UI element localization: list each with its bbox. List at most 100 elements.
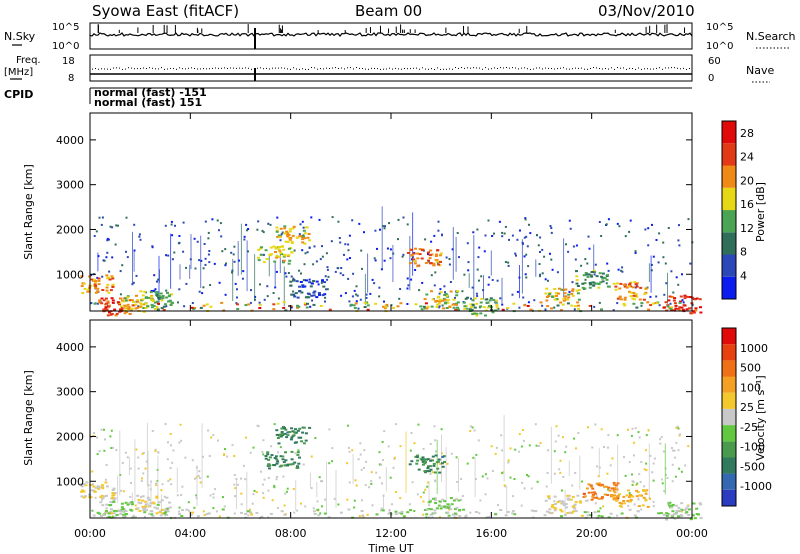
echo-streak <box>392 245 394 283</box>
echo-cell <box>114 243 117 246</box>
nave-dot <box>293 67 294 69</box>
echo-cell <box>530 487 533 490</box>
nave-dot <box>653 68 654 70</box>
nave-dot <box>452 68 453 70</box>
echo-cell <box>621 270 624 273</box>
echo-cell <box>132 514 135 517</box>
x-tick-label: 04:00 <box>174 527 206 540</box>
echo-cell <box>575 275 579 278</box>
echo-cell <box>134 307 138 310</box>
echo-cell <box>535 444 538 447</box>
echo-cell <box>592 284 596 287</box>
echo-cell <box>289 280 293 283</box>
echo-cell <box>324 275 327 278</box>
echo-cell <box>105 464 108 466</box>
echo-cell <box>588 281 592 284</box>
echo-cell <box>537 244 540 247</box>
echo-cell <box>325 252 328 255</box>
echo-cell <box>443 505 447 508</box>
echo-cell <box>355 484 358 487</box>
echo-cell <box>407 284 410 287</box>
echo-cell <box>282 259 286 262</box>
echo-cell <box>511 510 515 513</box>
echo-cell <box>97 255 100 258</box>
x-tick-label: 16:00 <box>475 527 507 540</box>
echo-cell <box>687 508 691 511</box>
echo-cell <box>142 307 146 309</box>
echo-cell <box>671 510 675 513</box>
echo-cell <box>501 472 504 475</box>
echo-streak <box>147 450 149 509</box>
echo-cell <box>348 450 351 453</box>
echo-cell <box>694 307 698 310</box>
echo-cell <box>448 258 451 260</box>
echo-cell <box>434 499 438 502</box>
echo-cell <box>576 494 580 497</box>
nave-dot <box>470 67 471 69</box>
echo-cell <box>154 308 157 311</box>
echo-cell <box>194 267 197 270</box>
echo-cell <box>117 224 119 227</box>
echo-cell <box>659 442 662 445</box>
nave-dot <box>134 68 135 70</box>
echo-cell <box>629 281 633 284</box>
echo-cell <box>691 310 695 313</box>
echo-cell <box>218 229 220 232</box>
echo-cell <box>605 485 609 488</box>
echo-cell <box>562 289 566 291</box>
echo-cell <box>102 514 105 516</box>
echo-cell <box>550 258 553 261</box>
nave-dot <box>209 68 210 70</box>
echo-cell <box>234 487 237 490</box>
echo-cell <box>295 467 299 469</box>
echo-cell <box>127 306 131 309</box>
echo-cell <box>285 436 289 439</box>
echo-cell <box>612 490 615 493</box>
echo-cell <box>242 270 245 273</box>
echo-cell <box>429 468 433 471</box>
echo-cell <box>687 218 690 221</box>
echo-cell <box>608 489 612 492</box>
echo-cell <box>167 300 170 303</box>
echo-cell <box>586 514 590 517</box>
echo-cell <box>325 288 328 291</box>
nave-dot <box>206 68 207 70</box>
echo-streak <box>236 478 237 509</box>
echo-cell <box>667 299 671 302</box>
nave-dot <box>338 68 339 69</box>
echo-cell <box>448 306 452 308</box>
echo-cell <box>629 219 632 222</box>
echo-cell <box>592 496 596 499</box>
echo-cell <box>595 282 598 285</box>
echo-cell <box>130 307 134 310</box>
echo-cell <box>563 292 567 295</box>
echo-cell <box>105 494 108 497</box>
echo-cell <box>570 292 574 295</box>
echo-cell <box>154 450 157 453</box>
echo-cell <box>197 474 200 477</box>
echo-cell <box>650 269 653 272</box>
echo-cell <box>651 302 655 305</box>
cpid-line-2: normal (fast) 151 <box>94 96 202 109</box>
nave-dot <box>623 67 624 69</box>
echo-cell <box>157 278 160 281</box>
echo-cell <box>583 511 587 514</box>
echo-cell <box>631 480 634 483</box>
echo-cell <box>102 495 106 498</box>
echo-cell <box>107 291 111 294</box>
echo-cell <box>495 304 499 307</box>
echo-cell <box>680 306 684 309</box>
nave-dot <box>395 67 396 69</box>
echo-cell <box>575 447 577 450</box>
echo-cell <box>615 499 619 502</box>
echo-cell <box>98 512 102 515</box>
echo-cell <box>568 290 571 293</box>
echo-cell <box>647 308 651 311</box>
echo-cell <box>484 298 488 301</box>
echo-cell <box>303 237 307 240</box>
echo-cell <box>580 514 584 517</box>
echo-cell <box>595 465 598 468</box>
echo-cell <box>146 496 150 499</box>
echo-cell <box>385 303 389 306</box>
echo-cell <box>337 220 340 223</box>
